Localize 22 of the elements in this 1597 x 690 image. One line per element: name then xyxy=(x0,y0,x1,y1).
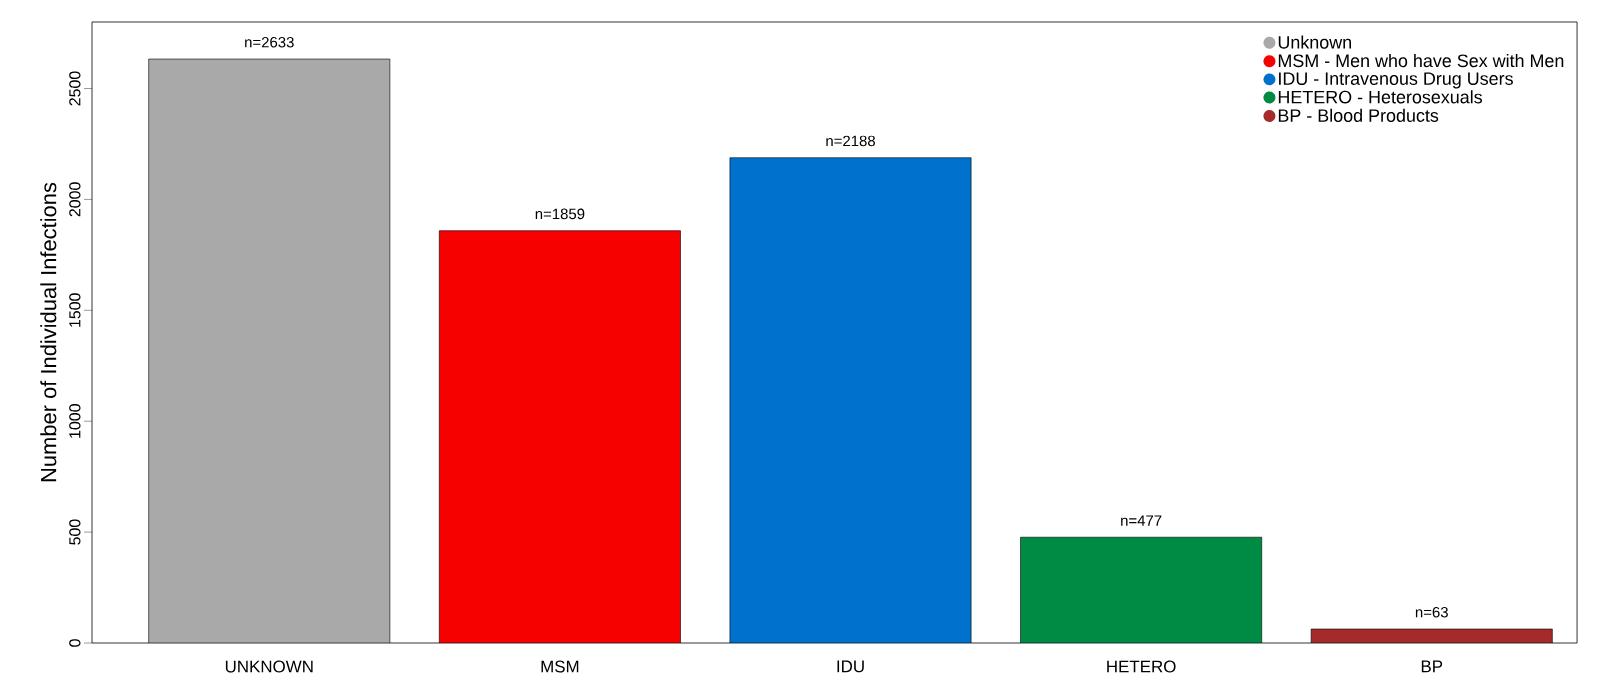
legend-label: BP - Blood Products xyxy=(1278,108,1439,122)
data-label: n=63 xyxy=(1415,606,1448,618)
x-tick-label: IDU xyxy=(837,660,864,673)
x-tick-label: HETERO xyxy=(1107,660,1176,673)
data-label: n=477 xyxy=(1121,515,1162,526)
y-tick-label: 0 xyxy=(69,639,81,647)
legend-label: IDU - Intravenous Drug Users xyxy=(1279,72,1513,89)
y-tick-label: 1500 xyxy=(69,293,81,327)
legend-label: MSM - Men who have Sex with Men xyxy=(1278,53,1564,68)
legend-label: HETERO - Heterosexuals xyxy=(1278,90,1483,104)
y-tick-label: 2500 xyxy=(69,71,81,106)
data-label: n=2633 xyxy=(245,36,294,48)
x-tick-label: BP xyxy=(1421,660,1443,673)
y-tick-label: 500 xyxy=(69,519,81,545)
legend-label: Unknown xyxy=(1278,35,1351,49)
x-tick-label: MSM xyxy=(541,660,579,673)
x-tick-label: UNKNOWN xyxy=(225,660,313,673)
y-axis-title: Number of Individual Infections xyxy=(40,182,57,482)
data-label: n=2188 xyxy=(826,135,875,147)
y-tick-label: 2000 xyxy=(69,182,81,217)
y-tick-label: 1000 xyxy=(69,404,81,438)
data-label: n=1859 xyxy=(535,208,585,220)
